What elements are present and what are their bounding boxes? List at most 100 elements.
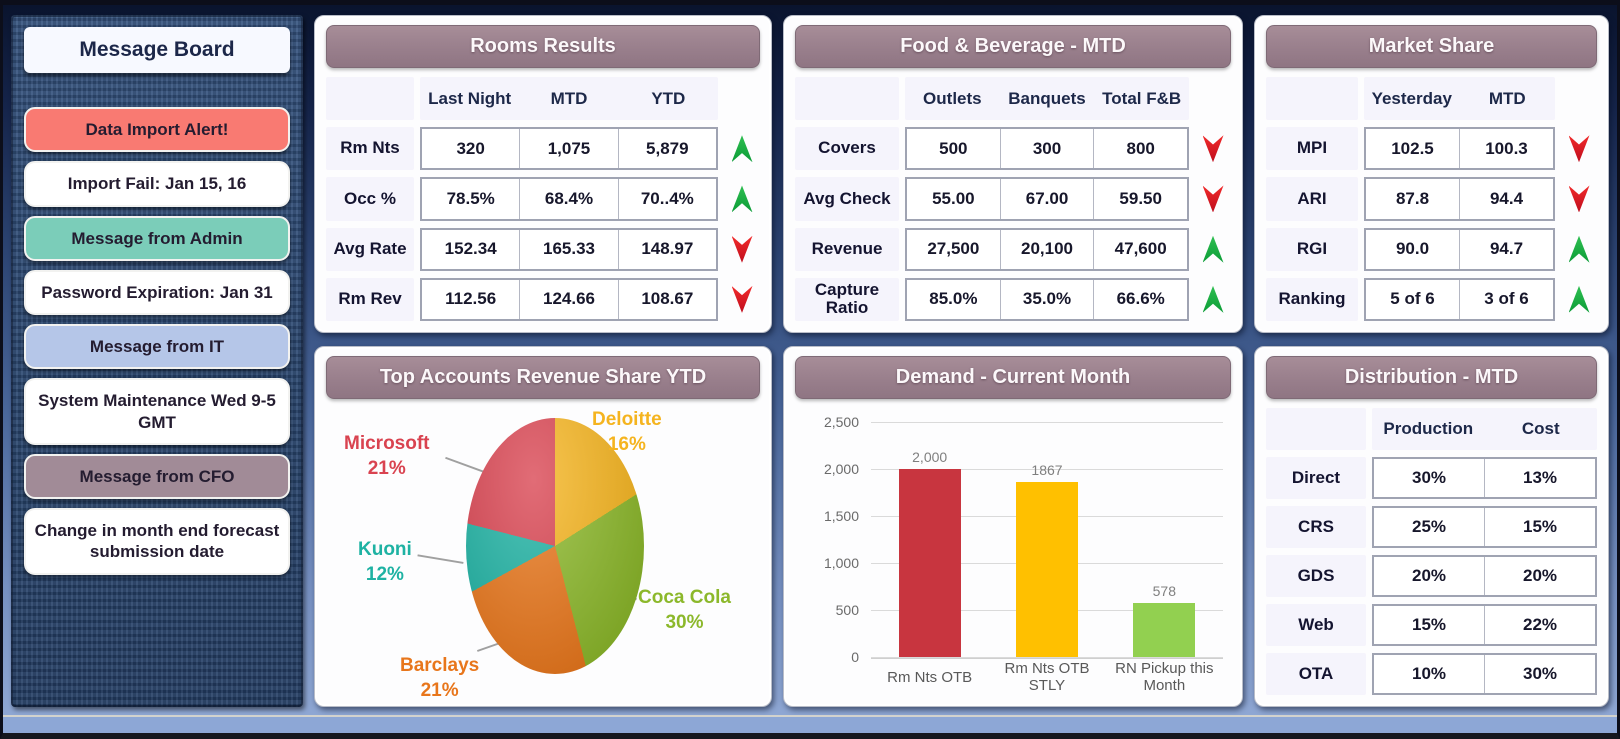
trend-cell	[1195, 278, 1231, 321]
table-cell: 47,600	[1093, 229, 1187, 269]
y-axis-tick: 500	[835, 602, 859, 618]
table-cell: 5 of 6	[1390, 289, 1435, 309]
gridline	[871, 657, 1223, 658]
trend-cell	[1195, 228, 1231, 271]
message-item-plain[interactable]: Import Fail: Jan 15, 16	[24, 161, 290, 207]
table-cell: 20,100	[999, 229, 1094, 269]
table-cell: 59.50	[1093, 179, 1187, 219]
table-row-values: 30% 13%	[1372, 457, 1597, 499]
table-cell: 70..4%	[617, 179, 716, 219]
table-corner	[1266, 408, 1366, 450]
table-corner	[1195, 77, 1231, 120]
bar-category-label: RN Pickup this Month	[1115, 660, 1214, 694]
table-cell: 30%	[1411, 468, 1447, 487]
table-row-values: 20% 20%	[1372, 555, 1597, 597]
bar-rn-pickup-this-month: 578	[1106, 422, 1223, 657]
pie-chart	[466, 418, 644, 674]
distribution-panel: Distribution - MTD Production Cost Direct 3…	[1254, 346, 1609, 707]
distribution-table: Production Cost Direct 30% 13% CRS 25% 15% GDS 20…	[1266, 408, 1597, 695]
trend-cell	[1195, 177, 1231, 220]
table-row-label: Avg Check	[795, 177, 899, 221]
y-axis-tick: 0	[851, 649, 859, 665]
table-row-label: ARI	[1266, 177, 1358, 221]
table-row-values: 500 300 800	[905, 127, 1189, 171]
bar-value-label: 1867	[1031, 461, 1063, 478]
table-column-headers: Production Cost	[1372, 408, 1597, 450]
column-header: Yesterday	[1371, 88, 1452, 108]
pie-label-kuoni: Kuoni 12%	[358, 539, 412, 585]
table-cell: 94.4	[1459, 179, 1553, 219]
table-cell: 152.34	[444, 239, 497, 259]
table-row-label: Direct	[1266, 457, 1366, 499]
message-board-title: Message Board	[24, 27, 290, 73]
column-header: Outlets	[923, 88, 982, 108]
column-header: MTD	[550, 88, 588, 108]
message-board-items: Data Import Alert! Import Fail: Jan 15, 1…	[24, 107, 290, 584]
trend-cell	[1561, 228, 1597, 271]
table-cell: 13%	[1484, 459, 1595, 497]
table-row-label: CRS	[1266, 506, 1366, 548]
table-cell: 10%	[1411, 664, 1447, 683]
trend-down-icon	[1202, 185, 1224, 213]
demand-panel: Demand - Current Month 2,500 2,000 1,500 1,…	[783, 346, 1243, 707]
table-row-values: 320 1,075 5,879	[420, 127, 718, 171]
gridline	[871, 469, 1223, 470]
table-cell: 68.4%	[519, 179, 617, 219]
table-corner	[1561, 77, 1597, 120]
food-beverage-panel: Food & Beverage - MTD Outlets Banquets Tot…	[783, 15, 1243, 333]
bar-rect	[1015, 481, 1078, 657]
table-corner	[1266, 77, 1358, 121]
table-cell: 78.5%	[446, 188, 495, 208]
trend-down-icon	[1568, 185, 1590, 213]
rooms-results-header: Rooms Results	[326, 25, 760, 68]
message-item-it[interactable]: Message from IT	[24, 324, 290, 370]
table-cell: 35.0%	[999, 279, 1094, 319]
table-cell: 25%	[1411, 517, 1447, 536]
table-row-label: Revenue	[795, 227, 899, 271]
column-header: Production	[1383, 419, 1474, 438]
y-axis-tick: 2,000	[823, 461, 859, 477]
bar-value-label: 578	[1152, 582, 1176, 599]
table-cell: 3 of 6	[1459, 279, 1553, 319]
table-row-label: Covers	[795, 127, 899, 171]
message-item-plain[interactable]: System Maintenance Wed 9-5 GMT	[24, 378, 290, 445]
demand-header: Demand - Current Month	[795, 356, 1231, 399]
message-item-alert[interactable]: Data Import Alert!	[24, 107, 290, 153]
table-cell: 500	[939, 138, 968, 158]
table-column-headers: Outlets Banquets Total F&B	[905, 77, 1189, 121]
table-cell: 15%	[1411, 615, 1447, 634]
message-item-admin[interactable]: Message from Admin	[24, 215, 290, 261]
food-beverage-table: Outlets Banquets Total F&B Covers 500 300 800 A…	[795, 77, 1231, 321]
table-cell: 20%	[1484, 557, 1595, 595]
trend-cell	[1561, 127, 1597, 170]
table-row-label: RGI	[1266, 227, 1358, 271]
table-cell: 94.7	[1459, 229, 1553, 269]
table-row-values: 10% 30%	[1372, 653, 1597, 695]
table-row-label: Capture Ratio	[795, 277, 899, 321]
y-axis-tick: 2,500	[823, 414, 859, 430]
message-item-cfo[interactable]: Message from CFO	[24, 453, 290, 499]
table-cell: 102.5	[1391, 138, 1434, 158]
trend-down-icon	[731, 285, 753, 313]
table-row-values: 55.00 67.00 59.50	[905, 177, 1189, 221]
table-row-values: 5 of 6 3 of 6	[1364, 277, 1555, 321]
bar-category-label: Rm Nts OTB STLY	[1004, 660, 1090, 694]
table-row-label: Rm Nts	[326, 127, 414, 171]
table-row-values: 85.0% 35.0% 66.6%	[905, 277, 1189, 321]
table-row-label: Occ %	[326, 177, 414, 221]
message-item-plain[interactable]: Password Expiration: Jan 31	[24, 269, 290, 315]
bar-rect	[898, 469, 961, 657]
table-row-label: Web	[1266, 604, 1366, 646]
table-cell: 165.33	[519, 229, 617, 269]
pie-label-barclays: Barclays 21%	[400, 655, 480, 701]
distribution-header: Distribution - MTD	[1266, 356, 1597, 399]
table-cell: 800	[1093, 129, 1187, 169]
trend-up-icon	[731, 135, 753, 163]
message-item-plain[interactable]: Change in month end forecast submission …	[24, 508, 290, 575]
table-cell: 124.66	[519, 279, 617, 319]
top-accounts-panel: Top Accounts Revenue Share YTD Microsoft…	[314, 346, 772, 707]
table-cell: 20%	[1411, 566, 1447, 585]
pie-label-coca-cola: Coca Cola 30%	[638, 587, 731, 633]
table-row-values: 15% 22%	[1372, 604, 1597, 646]
